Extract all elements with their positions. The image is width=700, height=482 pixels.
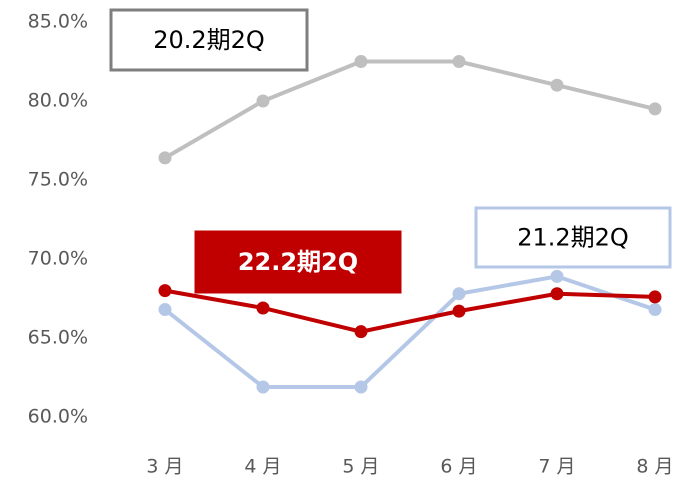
point — [648, 102, 662, 116]
y-tick-label: 65.0% — [28, 327, 88, 349]
x-tick-label: 8 月 — [636, 456, 673, 478]
point — [550, 287, 564, 301]
point — [256, 380, 270, 394]
point — [158, 151, 172, 165]
y-tick-label: 70.0% — [28, 248, 88, 270]
point — [452, 304, 466, 318]
legend-box — [474, 206, 672, 269]
y-tick-label: 60.0% — [28, 406, 88, 428]
point — [354, 380, 368, 394]
legend-label: 20.2期2Q — [153, 26, 265, 54]
point — [550, 269, 564, 283]
point — [354, 325, 368, 339]
x-tick-label: 3 月 — [146, 456, 183, 478]
legend-label: 21.2期2Q — [517, 224, 629, 252]
series-line — [164, 288, 656, 334]
y-tick-label: 75.0% — [28, 169, 88, 191]
x-tick-label: 5 月 — [342, 456, 379, 478]
y-tick-label: 85.0% — [28, 11, 88, 33]
point — [452, 287, 466, 301]
point — [550, 78, 564, 92]
x-tick-label: 7 月 — [538, 456, 575, 478]
series-line — [163, 274, 656, 389]
legend-box — [109, 8, 309, 72]
legend-label: 22.2期2Q — [238, 248, 358, 276]
x-tick-label: 4 月 — [244, 456, 281, 478]
point — [158, 284, 172, 298]
point — [158, 303, 172, 317]
point — [354, 55, 368, 68]
point — [452, 55, 466, 68]
y-tick-label: 80.0% — [28, 90, 88, 112]
series-line — [163, 59, 656, 160]
point — [256, 301, 270, 315]
x-tick-label: 6 月 — [440, 456, 477, 478]
point — [256, 94, 270, 108]
point — [648, 290, 662, 304]
point — [648, 303, 662, 317]
legend-box — [194, 230, 402, 294]
